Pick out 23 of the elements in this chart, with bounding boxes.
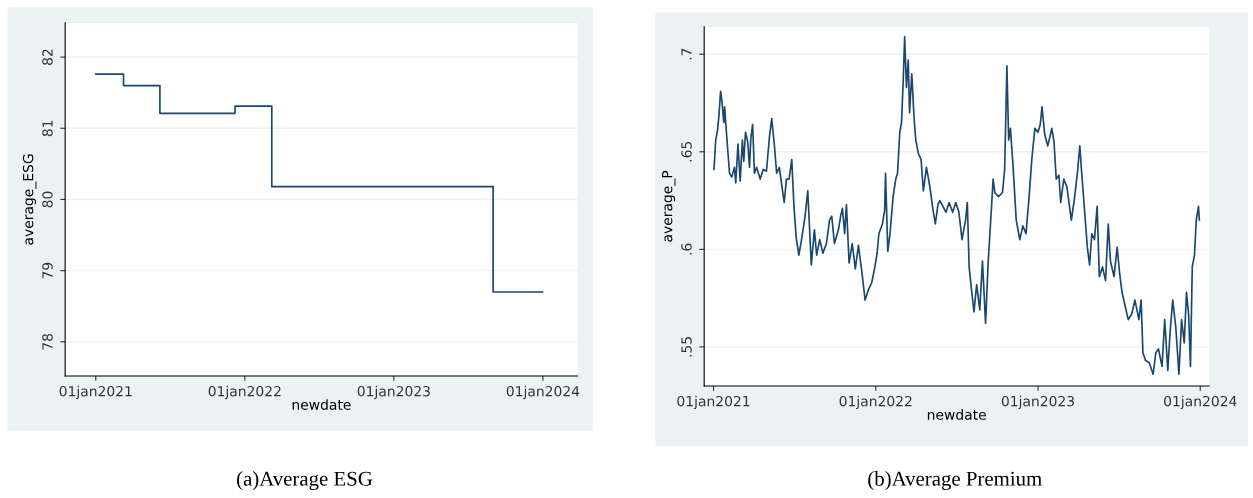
text: (b)Average Premium <box>868 471 1042 491</box>
x-tick-label: 01jan2023 <box>357 385 430 400</box>
x-axis-title: newdate <box>927 409 986 420</box>
y-tick-label: 80 <box>42 191 53 208</box>
y-tick-label: 82 <box>42 49 53 65</box>
y-tick-label: .7 <box>681 48 692 60</box>
y-axis-title: average_P <box>662 170 676 242</box>
y-tick-label: 78 <box>42 333 53 350</box>
y-tick-label: .65 <box>681 141 692 162</box>
y-tick-label: .6 <box>681 243 692 255</box>
y-tick-label: .55 <box>681 337 692 357</box>
x-tick-label: 01jan2024 <box>506 385 580 400</box>
x-tick-label: 01jan2021 <box>59 385 132 400</box>
y-tick-label: 81 <box>42 120 53 137</box>
x-tick-label: 01jan2023 <box>1001 395 1074 410</box>
y-axis-title: average_ESG <box>22 154 37 245</box>
x-tick-label: 01jan2022 <box>839 395 912 410</box>
x-tick-label: 01jan2021 <box>677 395 750 410</box>
x-tick-label: 01jan2022 <box>208 385 281 400</box>
x-axis-title: newdate <box>292 399 351 410</box>
text: (a)Average ESG <box>237 471 373 491</box>
y-tick-label: 79 <box>42 262 53 279</box>
x-tick-label: 01jan2024 <box>1164 395 1237 410</box>
